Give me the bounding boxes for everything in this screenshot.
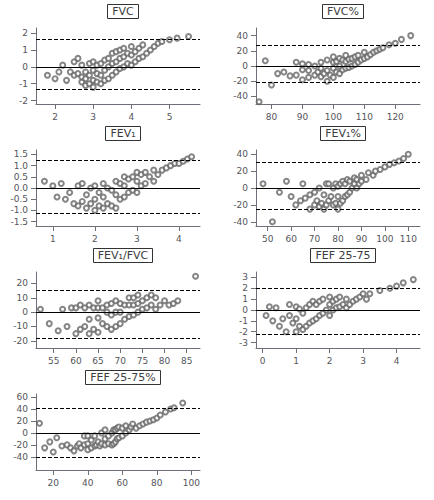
svg-text:1: 1 [50, 234, 56, 244]
svg-text:60: 60 [70, 356, 82, 366]
svg-text:4: 4 [176, 234, 182, 244]
svg-text:4: 4 [128, 112, 134, 122]
svg-text:2: 2 [52, 112, 58, 122]
svg-text:0: 0 [242, 183, 248, 193]
svg-text:3: 3 [90, 112, 96, 122]
svg-text:FEV₁: FEV₁ [110, 127, 135, 140]
svg-text:0.5: 0.5 [14, 172, 28, 182]
svg-text:60: 60 [17, 392, 29, 402]
svg-text:0.0: 0.0 [14, 183, 29, 193]
svg-text:-1: -1 [239, 316, 248, 326]
svg-text:0: 0 [242, 61, 248, 71]
svg-text:FEF 25-75%: FEF 25-75% [90, 371, 156, 384]
svg-text:10: 10 [17, 293, 29, 303]
svg-text:-20: -20 [13, 336, 28, 346]
svg-text:20: 20 [237, 166, 249, 176]
svg-text:60: 60 [285, 234, 297, 244]
svg-text:0: 0 [22, 307, 28, 317]
svg-text:40: 40 [82, 478, 94, 488]
svg-text:70: 70 [114, 356, 126, 366]
svg-text:2: 2 [22, 28, 28, 38]
svg-text:FEV₁%: FEV₁% [325, 127, 361, 140]
svg-text:60: 60 [117, 478, 129, 488]
svg-text:-1.5: -1.5 [10, 217, 28, 227]
svg-text:-3: -3 [239, 338, 248, 348]
svg-text:3: 3 [242, 272, 248, 282]
svg-text:50: 50 [262, 234, 274, 244]
svg-text:80: 80 [159, 356, 171, 366]
svg-text:-10: -10 [13, 321, 28, 331]
svg-text:1: 1 [293, 356, 299, 366]
svg-text:40: 40 [17, 404, 29, 414]
svg-text:FVC: FVC [112, 5, 134, 18]
svg-text:5: 5 [167, 112, 173, 122]
svg-text:80: 80 [332, 234, 344, 244]
svg-text:40: 40 [237, 31, 249, 41]
svg-text:110: 110 [400, 234, 417, 244]
svg-text:100: 100 [376, 234, 393, 244]
svg-text:75: 75 [137, 356, 148, 366]
svg-text:1: 1 [242, 294, 248, 304]
svg-text:2: 2 [242, 283, 248, 293]
svg-text:-40: -40 [233, 91, 248, 101]
svg-text:-2: -2 [239, 327, 248, 337]
svg-text:20: 20 [237, 46, 249, 56]
svg-text:2: 2 [92, 234, 98, 244]
svg-text:1: 1 [22, 45, 28, 55]
svg-text:-40: -40 [233, 217, 248, 227]
svg-text:0: 0 [260, 356, 266, 366]
svg-text:FEV₁/FVC: FEV₁/FVC [98, 249, 149, 262]
svg-text:90: 90 [297, 112, 309, 122]
svg-text:-20: -20 [233, 200, 248, 210]
svg-text:-1.0: -1.0 [10, 205, 28, 215]
svg-text:-20: -20 [233, 76, 248, 86]
svg-text:3: 3 [360, 356, 366, 366]
svg-text:120: 120 [387, 112, 404, 122]
svg-text:100: 100 [183, 478, 200, 488]
svg-text:FVC%: FVC% [327, 5, 359, 18]
svg-text:0: 0 [22, 62, 28, 72]
svg-text:1.5: 1.5 [14, 149, 28, 159]
svg-text:20: 20 [48, 478, 60, 488]
svg-text:70: 70 [309, 234, 321, 244]
svg-text:40: 40 [237, 149, 249, 159]
svg-text:55: 55 [48, 356, 59, 366]
svg-text:80: 80 [266, 112, 278, 122]
svg-text:-0.5: -0.5 [10, 194, 28, 204]
svg-text:85: 85 [181, 356, 192, 366]
svg-text:-2: -2 [19, 96, 28, 106]
svg-text:20: 20 [17, 278, 29, 288]
svg-text:20: 20 [17, 416, 29, 426]
svg-text:-20: -20 [13, 440, 28, 450]
svg-text:0: 0 [22, 428, 28, 438]
svg-text:-1: -1 [19, 79, 28, 89]
svg-text:90: 90 [356, 234, 368, 244]
svg-text:110: 110 [356, 112, 373, 122]
svg-text:100: 100 [325, 112, 342, 122]
svg-text:2: 2 [327, 356, 333, 366]
svg-text:3: 3 [134, 234, 140, 244]
svg-text:80: 80 [151, 478, 163, 488]
svg-text:FEF 25-75: FEF 25-75 [315, 249, 370, 262]
svg-text:0: 0 [242, 305, 248, 315]
svg-text:1.0: 1.0 [14, 161, 29, 171]
svg-text:-40: -40 [13, 452, 28, 462]
svg-text:4: 4 [394, 356, 400, 366]
svg-text:65: 65 [92, 356, 103, 366]
